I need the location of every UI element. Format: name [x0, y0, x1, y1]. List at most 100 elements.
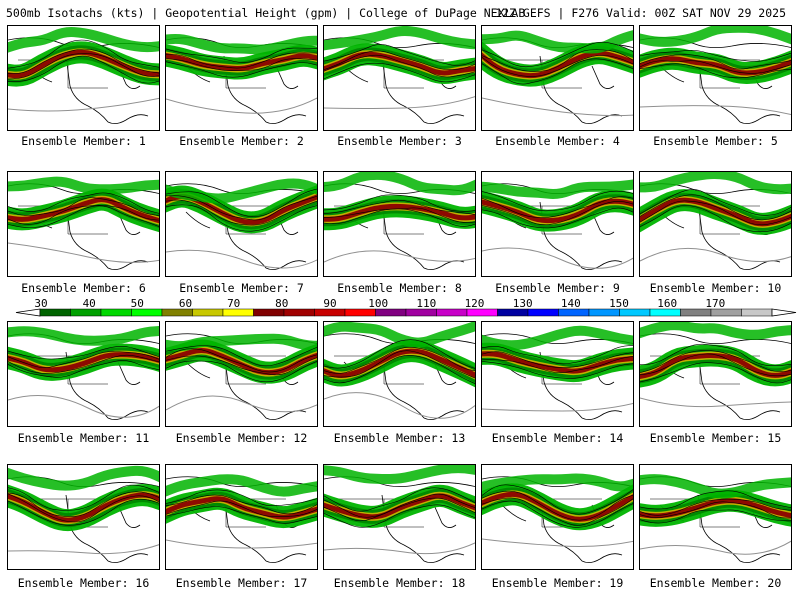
jet-core-band — [640, 352, 791, 379]
secondary-jet-band — [482, 473, 633, 492]
height-contour — [324, 50, 475, 71]
jet-stream-map — [324, 26, 475, 124]
secondary-jet-band — [640, 26, 791, 47]
jet-core-band — [8, 197, 159, 224]
secondary-jet-band — [8, 26, 159, 53]
height-contour — [166, 47, 317, 63]
legend-color-swatch — [741, 308, 773, 317]
member-caption: Ensemble Member: 19 — [491, 576, 624, 590]
jet-core-band — [8, 49, 159, 79]
gray-contour — [640, 105, 791, 116]
legend-tick-label: 90 — [323, 297, 337, 310]
jet-core-band — [324, 203, 475, 222]
height-contour — [166, 195, 317, 221]
legend-color-bar — [15, 308, 797, 317]
legend-tick-label: 150 — [609, 297, 629, 310]
height-contour — [640, 362, 791, 384]
height-contour — [8, 351, 159, 368]
secondary-jet-band — [324, 26, 475, 51]
jet-stream-map — [324, 465, 475, 563]
legend-color-swatch — [39, 308, 71, 317]
jet-stream-map — [8, 26, 159, 124]
height-contour — [640, 353, 791, 377]
height-contour — [640, 60, 791, 74]
height-contour — [166, 506, 317, 524]
ensemble-member-map — [323, 171, 476, 277]
height-contour — [324, 62, 475, 83]
ensemble-member-map — [481, 171, 634, 277]
gray-contour — [8, 544, 159, 555]
ensemble-member-map — [7, 321, 160, 427]
legend-tick-label: 140 — [560, 297, 581, 310]
height-contour — [640, 49, 791, 62]
member-caption: Ensemble Member: 13 — [333, 431, 466, 445]
jet-core-band — [482, 50, 633, 79]
jet-core-band — [640, 197, 791, 227]
jet-stream-map — [640, 322, 791, 420]
coastline-outline — [640, 333, 791, 420]
legend-left-arrow — [15, 308, 41, 317]
height-contour — [640, 509, 791, 524]
secondary-jet-band — [324, 172, 475, 196]
height-contour — [8, 360, 159, 378]
jet-stream-map — [324, 172, 475, 270]
height-contour — [482, 190, 633, 212]
legend-color-swatch — [497, 308, 529, 317]
height-contour — [482, 351, 633, 368]
secondary-jet-band — [166, 333, 317, 352]
height-contour — [166, 348, 317, 373]
legend-tick-label: 70 — [227, 297, 241, 310]
gray-contour — [482, 538, 633, 547]
gray-contour — [324, 96, 475, 109]
height-contour — [324, 346, 475, 374]
legend-color-swatch — [436, 308, 468, 317]
member-caption: Ensemble Member: 14 — [491, 431, 624, 445]
legend-color-swatch — [344, 308, 376, 317]
height-contour — [640, 205, 791, 233]
height-contour — [8, 354, 159, 374]
legend-color-swatch — [100, 308, 132, 317]
height-contour — [166, 489, 317, 507]
member-caption: Ensemble Member: 10 — [649, 281, 782, 295]
ensemble-member-map — [639, 321, 792, 427]
legend-color-swatch — [222, 308, 254, 317]
secondary-jet-band — [8, 176, 159, 195]
secondary-jet-band — [8, 465, 159, 491]
height-contour — [166, 355, 317, 376]
ensemble-member-map — [7, 25, 160, 131]
height-contour — [482, 207, 633, 229]
legend-tick-label: 120 — [464, 297, 485, 310]
legend-color-swatch — [619, 308, 651, 317]
gray-contour — [166, 249, 317, 269]
height-contour — [482, 58, 633, 85]
height-contour — [166, 52, 317, 69]
legend-tick-label: 130 — [512, 297, 533, 310]
map-header: 500mb Isotachs (kts) | Geopotential Heig… — [6, 5, 796, 21]
jet-stream-map — [8, 326, 159, 420]
member-caption: Ensemble Member: 8 — [337, 281, 462, 295]
height-contour — [640, 54, 791, 70]
height-contour — [482, 361, 633, 379]
member-caption: Ensemble Member: 2 — [179, 134, 304, 148]
jet-stream-map — [166, 178, 317, 270]
jet-core-band — [324, 493, 475, 520]
jet-core-band — [482, 351, 633, 374]
legend-tick-label: 80 — [275, 297, 289, 310]
height-contour — [166, 204, 317, 232]
height-contour — [482, 356, 633, 373]
gray-contour — [8, 97, 159, 112]
height-contour — [166, 58, 317, 72]
member-caption: Ensemble Member: 17 — [175, 576, 308, 590]
member-caption: Ensemble Member: 5 — [653, 134, 778, 148]
secondary-jet-band — [482, 30, 633, 54]
jet-stream-map — [640, 474, 791, 563]
height-contour — [8, 205, 159, 225]
height-contour — [166, 61, 317, 78]
height-contour — [640, 189, 791, 216]
height-contour — [8, 39, 159, 69]
height-contour — [482, 345, 633, 365]
height-contour — [640, 350, 791, 373]
member-caption: Ensemble Member: 6 — [21, 281, 146, 295]
member-caption: Ensemble Member: 7 — [179, 281, 304, 295]
height-contour — [324, 497, 475, 522]
